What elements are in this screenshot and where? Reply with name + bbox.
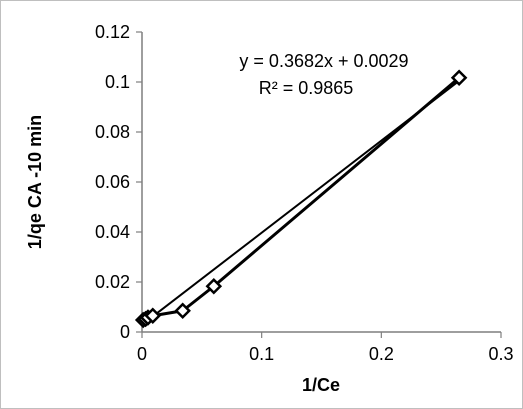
- y-tick-label: 0.06: [95, 172, 130, 192]
- x-tick-label: 0.3: [488, 344, 513, 364]
- x-tick-label: 0.1: [249, 344, 274, 364]
- series-group: [134, 69, 468, 329]
- axes: [136, 31, 502, 338]
- trendline-equation: y = 0.3682x + 0.0029: [239, 51, 408, 71]
- y-tick-label: 0.12: [95, 22, 130, 42]
- trendline-r-squared: R² = 0.9865: [259, 78, 354, 98]
- data-point: [144, 307, 162, 325]
- y-tick-labels: 0 0.02 0.04 0.06 0.08 0.1 0.12: [95, 22, 130, 342]
- y-axis-title: 1/qe CA -10 min: [25, 115, 45, 249]
- y-tick-label: 0: [120, 322, 130, 342]
- x-axis-title: 1/Ce: [302, 375, 340, 395]
- y-tick-label: 0.1: [105, 72, 130, 92]
- data-point: [205, 277, 223, 295]
- data-point: [174, 302, 191, 320]
- x-tick-label: 0.2: [369, 344, 394, 364]
- y-tick-label: 0.08: [95, 122, 130, 142]
- y-tick-label: 0.04: [95, 222, 130, 242]
- x-tick-label: 0: [137, 344, 147, 364]
- series-line: [142, 76, 461, 322]
- x-tick-labels: 0 0.1 0.2 0.3: [137, 344, 514, 364]
- y-tick-label: 0.02: [95, 272, 130, 292]
- data-point: [450, 69, 468, 87]
